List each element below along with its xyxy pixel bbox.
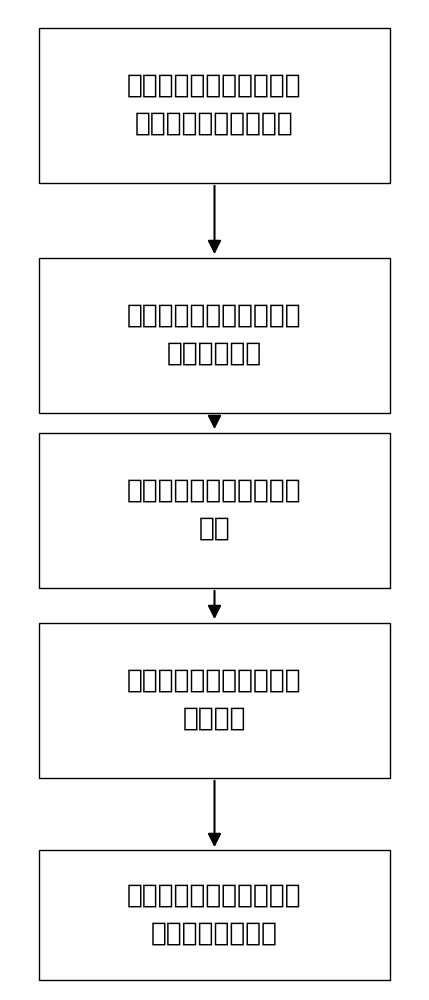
- Text: 采用短路焊点结构和开路
焊点结构提取寄生参数: 采用短路焊点结构和开路 焊点结构提取寄生参数: [127, 73, 302, 137]
- FancyBboxPatch shape: [39, 850, 390, 980]
- Text: 去除寄生参数和外部电阻
参数: 去除寄生参数和外部电阻 参数: [127, 478, 302, 542]
- FancyBboxPatch shape: [39, 27, 390, 182]
- Text: 采用集电极开路状态提取
外部电阻参数: 采用集电极开路状态提取 外部电阻参数: [127, 303, 302, 367]
- FancyBboxPatch shape: [39, 432, 390, 587]
- Text: 结合小信号拓扑结构形成
完整的小信号模型: 结合小信号拓扑结构形成 完整的小信号模型: [127, 883, 302, 947]
- FancyBboxPatch shape: [39, 622, 390, 778]
- Text: 采用层层剥离的办法提取
本征参数: 采用层层剥离的办法提取 本征参数: [127, 668, 302, 732]
- FancyBboxPatch shape: [39, 257, 390, 412]
